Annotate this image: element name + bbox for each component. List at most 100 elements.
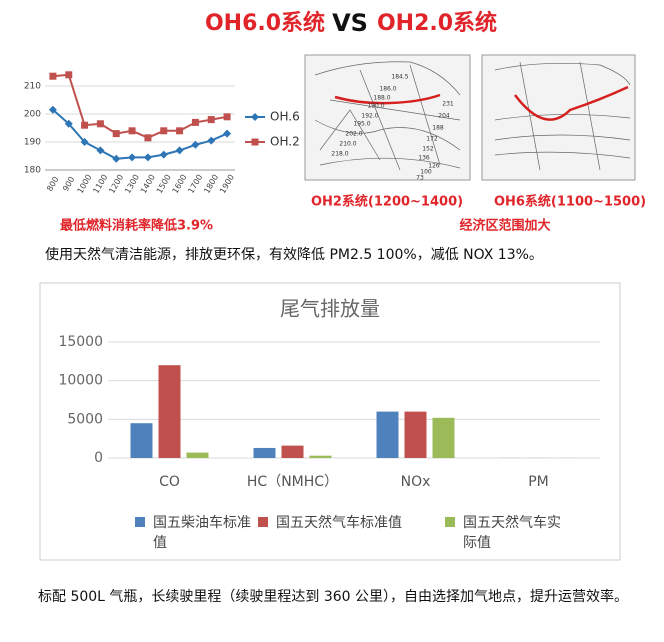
point [223, 113, 231, 121]
map-label: 202.0 [345, 131, 362, 138]
y-tick-label: 180 [24, 166, 41, 176]
legend-label: OH.2 [270, 135, 300, 149]
x-tick-label: 1600 [171, 173, 189, 195]
map-contours [494, 61, 631, 171]
point [251, 113, 259, 121]
bar [253, 447, 276, 458]
legend-swatch [135, 517, 145, 527]
x-tick-label: 1500 [155, 173, 173, 195]
map-contours [314, 61, 461, 171]
line-series [52, 73, 228, 139]
legend-label: 国五天然气车标准值 [276, 515, 402, 531]
bar-title: 尾气排放量 [280, 297, 380, 321]
point [144, 134, 152, 142]
x-tick-label: 900 [61, 175, 76, 193]
map-label: 152 [422, 146, 434, 153]
map-label: 210.0 [339, 141, 356, 148]
point [80, 138, 89, 146]
point [128, 153, 137, 162]
header-vs: VS [332, 9, 368, 37]
x-tick-label: 800 [45, 175, 60, 193]
map-label: 100 [420, 169, 432, 176]
point [160, 127, 168, 135]
y-tick-label: 10000 [58, 373, 103, 389]
point [112, 154, 121, 163]
point [175, 146, 184, 155]
point [191, 140, 200, 149]
legend-item: 国五柴油车标准值 [135, 512, 260, 552]
x-tick-label: 1300 [123, 173, 141, 195]
legend-item: 国五天然气车实际值 [445, 512, 570, 552]
map-label: 188.0 [373, 95, 390, 102]
map-label: 73 [416, 175, 424, 182]
point [65, 71, 73, 79]
point [207, 116, 215, 124]
x-tick-label: 1900 [218, 173, 236, 195]
bar [376, 411, 399, 458]
map-label: 231 [442, 101, 454, 108]
point [81, 121, 89, 129]
x-tick-label: NOx [401, 474, 431, 490]
bar [309, 455, 332, 458]
header-left: OH6.0系统 [205, 10, 325, 36]
x-tick-label: PM [528, 474, 549, 490]
map-1 [304, 54, 471, 181]
map-label: 204 [438, 113, 450, 120]
legend-item: 国五天然气车标准值 [258, 512, 438, 532]
point [251, 138, 259, 146]
map-label: 188 [432, 125, 444, 132]
map-label: 218.0 [331, 151, 348, 158]
bar [158, 365, 181, 458]
map-label: 186.0 [379, 86, 396, 93]
x-tick-label: 1100 [91, 173, 109, 195]
map-label: 136 [418, 155, 430, 162]
bar [281, 445, 304, 458]
point [159, 150, 168, 159]
point [191, 118, 199, 126]
x-tick-label: 1200 [107, 173, 125, 195]
legend-label: 国五天然气车实际值 [463, 515, 561, 551]
bar [404, 411, 427, 458]
x-tick-label: CO [159, 474, 180, 490]
bar-frame [39, 282, 621, 561]
legend-swatch [445, 517, 455, 527]
point [64, 119, 73, 128]
legend-label: OH.6 [270, 110, 300, 124]
legend-swatch [258, 517, 268, 527]
x-tick-label: 1400 [139, 173, 157, 195]
point [207, 136, 216, 145]
y-tick-label: 190 [24, 138, 41, 148]
map-label: 172 [426, 136, 438, 143]
y-tick-label: 15000 [58, 334, 103, 350]
map-label: 195.0 [353, 121, 370, 128]
x-tick-label: HC（NMHC） [247, 474, 338, 490]
point [143, 153, 152, 162]
point [96, 146, 105, 155]
point [176, 127, 184, 135]
line-caption: 最低燃料消耗率降低3.9% [60, 218, 213, 234]
map-caption: OH6系统(1100~1500) [494, 194, 646, 210]
map-2 [481, 54, 636, 181]
y-tick-label: 200 [24, 110, 41, 120]
map-economy-curve [514, 85, 629, 121]
map-caption: OH2系统(1200~1400) [311, 194, 463, 210]
x-tick-label: 1700 [186, 173, 204, 195]
map-note: 经济区范围加大 [459, 218, 550, 234]
point [112, 130, 120, 138]
y-tick-label: 0 [94, 450, 103, 466]
y-tick-label: 210 [24, 82, 41, 92]
header-right: OH2.0系统 [377, 10, 497, 36]
map-label: 190.0 [367, 103, 384, 110]
legend-label: 国五柴油车标准值 [153, 515, 251, 551]
map-label: 126 [428, 163, 440, 170]
paragraph: 标配 500L 气瓶，长续驶里程（续驶里程达到 360 公里），自由选择加气地点… [38, 589, 629, 605]
bar [186, 452, 209, 458]
y-tick-label: 5000 [67, 411, 103, 427]
map-label: 192.0 [361, 113, 378, 120]
map-label: 184.5 [391, 74, 408, 81]
point [96, 120, 104, 128]
point [48, 105, 57, 114]
point [223, 129, 232, 138]
